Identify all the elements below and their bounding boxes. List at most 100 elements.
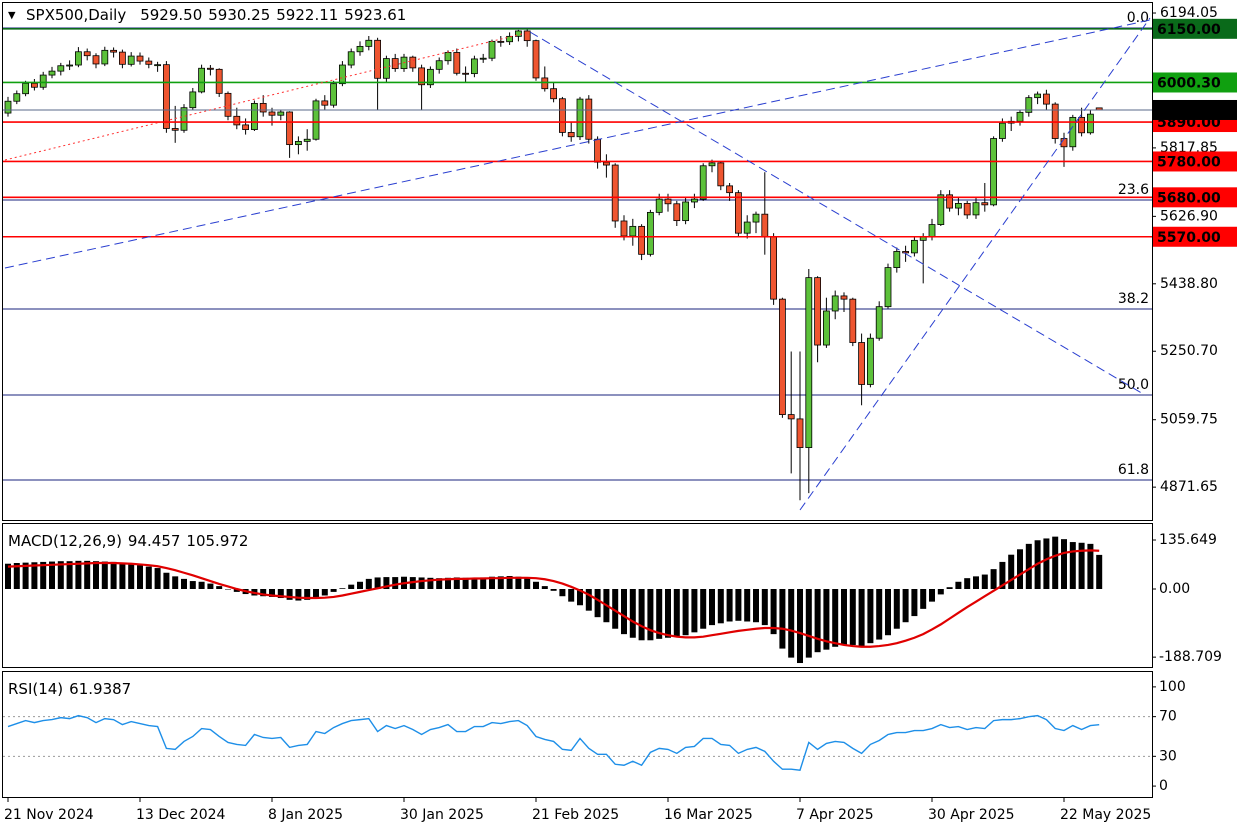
candle-body (981, 202, 989, 206)
y-tick-label: 135.649 (1159, 532, 1217, 548)
open-value: 5929.50 (140, 6, 202, 24)
candle-body (963, 203, 971, 216)
macd-bar (779, 589, 786, 649)
candle-body (532, 40, 540, 79)
candle-body (488, 40, 496, 59)
close-value: 5923.61 (344, 6, 406, 24)
candle-body (875, 306, 883, 339)
macd-bar (22, 562, 29, 589)
symbol: SPX500,Daily (26, 6, 126, 24)
candle-body (779, 298, 786, 415)
candle-body (567, 132, 575, 138)
macd-bar (541, 586, 548, 589)
candle-body (338, 64, 346, 85)
macd-bar (726, 589, 733, 622)
candle-body (312, 100, 320, 140)
candle-body (620, 220, 628, 237)
candle-body (946, 194, 953, 209)
candle-body (523, 30, 531, 42)
candle-body (761, 213, 769, 238)
macd-bar (1017, 549, 1023, 589)
macd-bar (911, 589, 918, 617)
x-tick-label: 30 Jan 2025 (400, 807, 484, 823)
candle-body (814, 277, 821, 346)
macd-bar (128, 563, 135, 589)
candle-body (611, 164, 619, 222)
signal-value: 105.972 (186, 532, 248, 550)
candle-body (752, 213, 760, 223)
candle-body (374, 39, 382, 79)
macd-bar (119, 562, 126, 589)
candle-body (840, 295, 848, 300)
macd-bar (216, 586, 223, 589)
candle-body (629, 225, 637, 237)
macd-bar (647, 589, 654, 641)
macd-bar (841, 589, 847, 645)
candle-body (999, 122, 1006, 139)
macd-bar (1069, 542, 1076, 589)
macd-bar (66, 561, 73, 589)
macd-bar (365, 578, 372, 589)
candle-body (831, 295, 839, 312)
high-value: 5930.25 (208, 6, 270, 24)
y-tick-label: 4871.65 (1160, 479, 1218, 495)
macd-bar (383, 577, 390, 589)
candle-body (136, 55, 144, 62)
candle-body (127, 55, 135, 65)
macd-bar (682, 589, 689, 636)
candle-body (83, 51, 91, 57)
macd-bar (515, 576, 522, 589)
macd-bar (973, 576, 979, 589)
x-tick-label: 21 Feb 2025 (532, 807, 619, 823)
candle-body (743, 221, 751, 234)
candle-body (479, 57, 487, 60)
candle-body (391, 58, 399, 70)
candle-body (171, 128, 179, 131)
macd-bar (110, 561, 117, 589)
macd-bar (207, 583, 214, 589)
macd-bar (471, 578, 478, 589)
candle-body (356, 45, 364, 53)
candle-body (409, 56, 417, 69)
level-label: 5570.00 (1157, 230, 1221, 246)
macd-bar (1043, 538, 1050, 589)
macd-bar (814, 589, 821, 653)
candle-body (57, 65, 65, 72)
level-label: 6000.30 (1157, 75, 1221, 91)
candle-body (867, 337, 874, 385)
x-tick-label: 30 Apr 2025 (928, 807, 1015, 823)
y-tick-label: 5626.90 (1160, 208, 1218, 224)
candle-body (435, 60, 443, 70)
candle-body (664, 198, 672, 205)
macd-bar (990, 569, 997, 589)
fib-label: 0.0 (1127, 10, 1149, 26)
candle-body (893, 251, 901, 268)
price-label: 5923.61 (1157, 103, 1221, 119)
macd-bar (181, 578, 187, 589)
candle-body (770, 236, 777, 300)
macd-bar (568, 589, 575, 602)
macd-bar (577, 589, 583, 606)
macd-bar (445, 577, 451, 589)
candle-body (303, 138, 311, 142)
macd-bar (629, 589, 636, 638)
candle-body (884, 267, 892, 308)
candle-body (682, 201, 689, 222)
macd-bar (260, 589, 267, 597)
candle-body (233, 115, 241, 126)
macd-bar (585, 589, 592, 611)
macd-bar (5, 563, 11, 589)
candle-body (541, 77, 549, 90)
macd-bar (920, 589, 927, 609)
candle-body (30, 82, 38, 88)
macd-bar (392, 577, 399, 589)
price-panel (2, 2, 1153, 521)
candle-body (928, 224, 936, 238)
candle-body (250, 102, 258, 130)
candle-body (286, 111, 294, 146)
macd-bar (295, 589, 302, 601)
fib-label: 61.8 (1118, 462, 1149, 478)
candle-body (726, 185, 733, 194)
